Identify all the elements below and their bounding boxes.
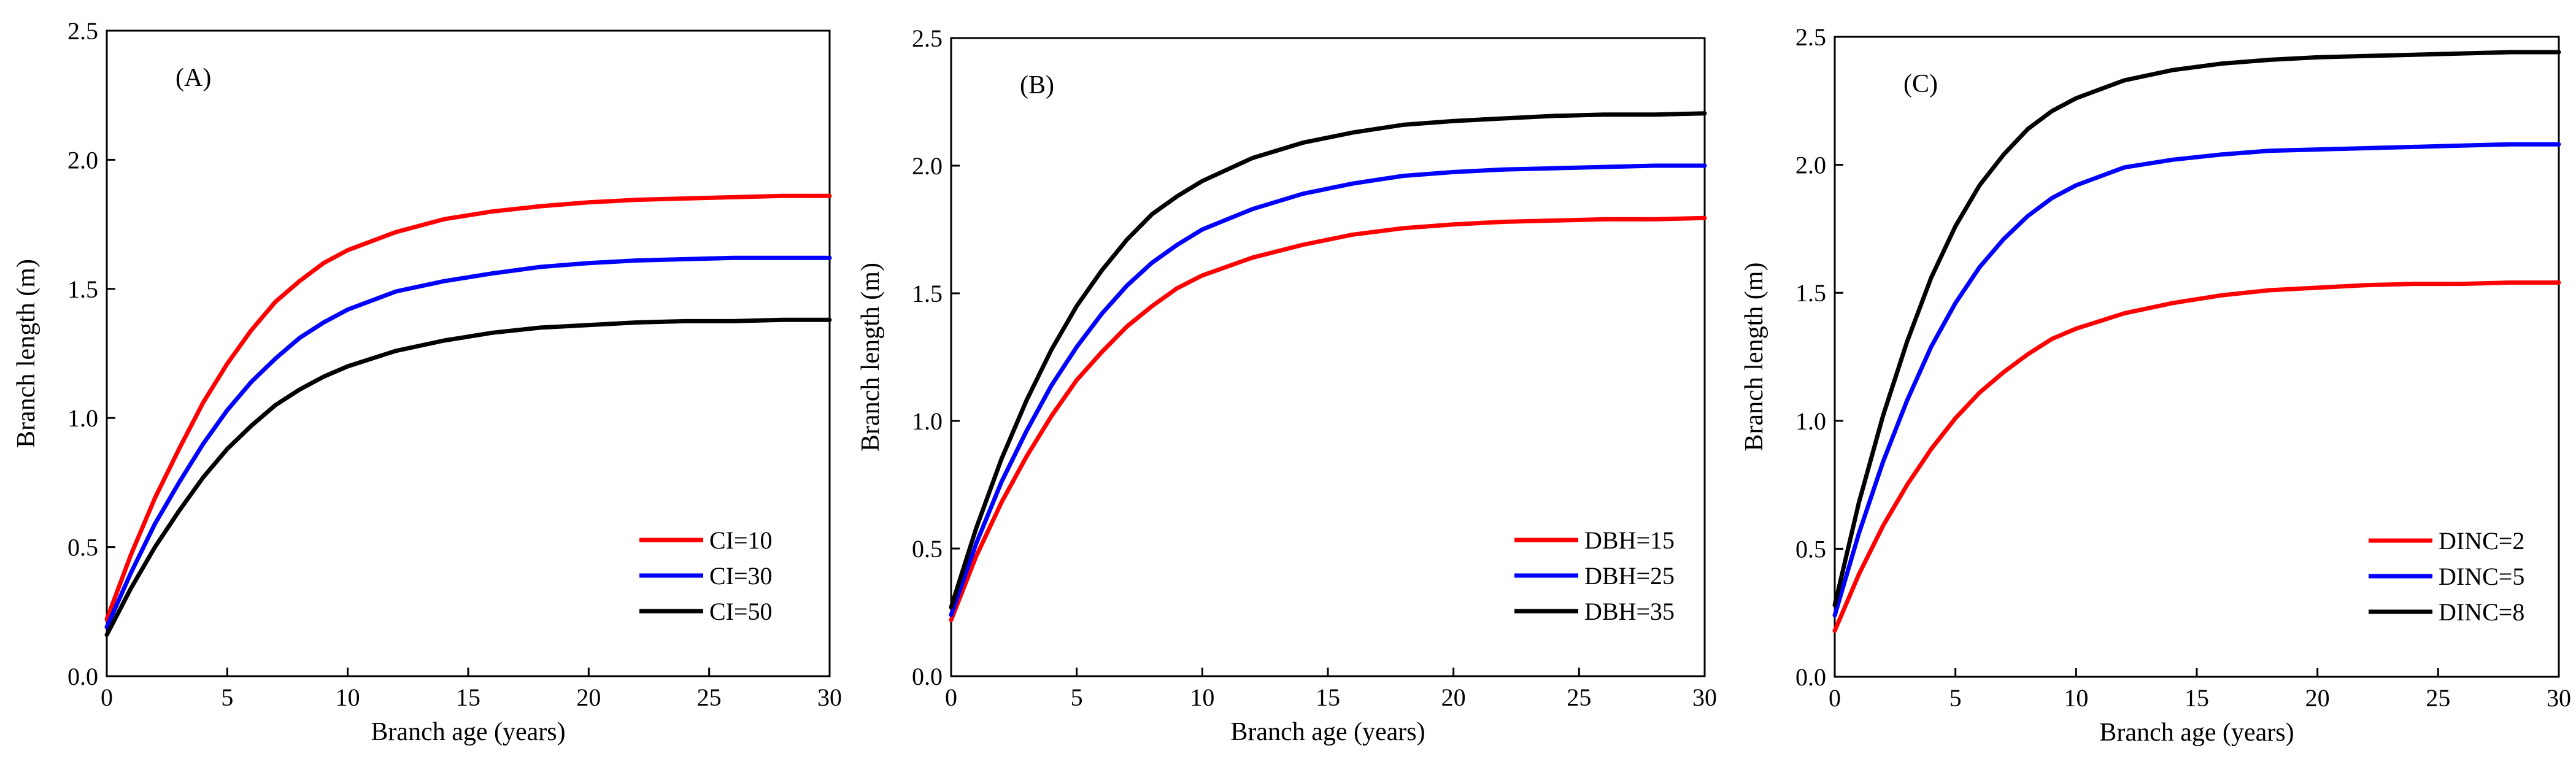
series-line-CI=30 [104,255,832,630]
y-tick-label: 1.5 [912,280,943,307]
x-tick-label: 10 [1190,684,1214,711]
y-tick-label: 0.0 [912,663,943,690]
y-tick-label: 0.0 [1795,663,1826,691]
panel-label: (C) [1903,70,1938,98]
series-line-DBH=35 [949,111,1707,610]
series-line-DINC=5 [1832,142,2561,618]
chart-panel-0: 0 5 10 15 20 25 30 0.0 0.5 1.0 1.5 2.0 2.5 Branch age… [12,17,842,746]
chart-panel-2: 0 5 10 15 20 25 30 0.0 0.5 1.0 1.5 2.0 2.5 Branch age… [1740,23,2571,747]
legend-label: DINC=2 [2439,527,2524,555]
x-tick-label: 15 [1316,684,1340,711]
y-tick-label: 1.0 [1795,407,1826,435]
y-tick-label: 2.0 [912,152,943,180]
y-tick-label: 1.0 [67,404,98,432]
y-tick-label: 2.0 [67,146,98,174]
y-axis-label: Branch length (m) [1740,263,1768,452]
series-line-CI=10 [104,193,832,622]
panel-label: (A) [175,64,211,92]
x-tick-label: 15 [2185,684,2209,712]
series-line-DBH=15 [949,215,1707,622]
series-line-DBH=25 [949,163,1707,617]
y-axis-label: Branch length (m) [12,259,40,448]
x-tick-label: 30 [817,684,842,711]
y-tick-label: 0.0 [67,663,98,690]
x-tick-label: 10 [2064,684,2088,712]
y-tick-label: 0.5 [1795,535,1826,563]
legend-label: CI=30 [709,562,773,590]
x-tick-label: 20 [576,684,601,711]
x-tick-label: 0 [101,684,113,711]
legend-label: DINC=8 [2439,598,2524,626]
series-line-DINC=8 [1832,50,2561,607]
y-tick-label: 0.5 [67,534,98,561]
legend-label: CI=50 [709,598,773,625]
y-tick-label: 2.0 [1795,152,1826,179]
x-tick-label: 30 [2547,684,2571,712]
x-tick-label: 20 [2305,684,2330,712]
legend-label: DINC=5 [2439,563,2524,590]
y-tick-label: 1.5 [1795,279,1826,307]
y-tick-label: 2.5 [1795,23,1826,51]
legend-label: CI=10 [709,526,773,554]
x-tick-label: 10 [336,684,360,711]
x-tick-label: 5 [1949,684,1962,712]
x-axis-label: Branch age (years) [1230,718,1425,746]
y-tick-label: 2.5 [912,25,943,52]
x-tick-label: 15 [456,684,480,711]
x-axis-label: Branch age (years) [371,718,565,746]
x-tick-label: 0 [1829,684,1841,712]
x-tick-label: 30 [1692,684,1717,711]
x-tick-label: 25 [1567,684,1591,711]
legend-label: DBH=15 [1584,526,1675,554]
x-tick-label: 25 [697,684,722,711]
legend-label: DBH=35 [1584,598,1675,625]
y-tick-label: 1.5 [67,276,98,303]
series-line-DINC=2 [1832,280,2561,633]
x-axis-label: Branch age (years) [2099,719,2294,747]
y-tick-label: 2.5 [67,17,98,45]
series-line-CI=50 [104,317,832,638]
x-tick-label: 25 [2426,684,2450,712]
panel-label: (B) [1020,71,1054,99]
y-axis-label: Branch length (m) [857,263,885,452]
x-tick-label: 5 [1071,684,1083,711]
chart-panel-1: 0 5 10 15 20 25 30 0.0 0.5 1.0 1.5 2.0 2.5 Branch age… [857,25,1717,746]
x-tick-label: 20 [1441,684,1466,711]
y-tick-label: 1.0 [912,407,943,435]
x-tick-label: 0 [945,684,957,711]
legend-label: DBH=25 [1584,562,1675,590]
x-tick-label: 5 [221,684,233,711]
y-tick-label: 0.5 [912,535,943,563]
